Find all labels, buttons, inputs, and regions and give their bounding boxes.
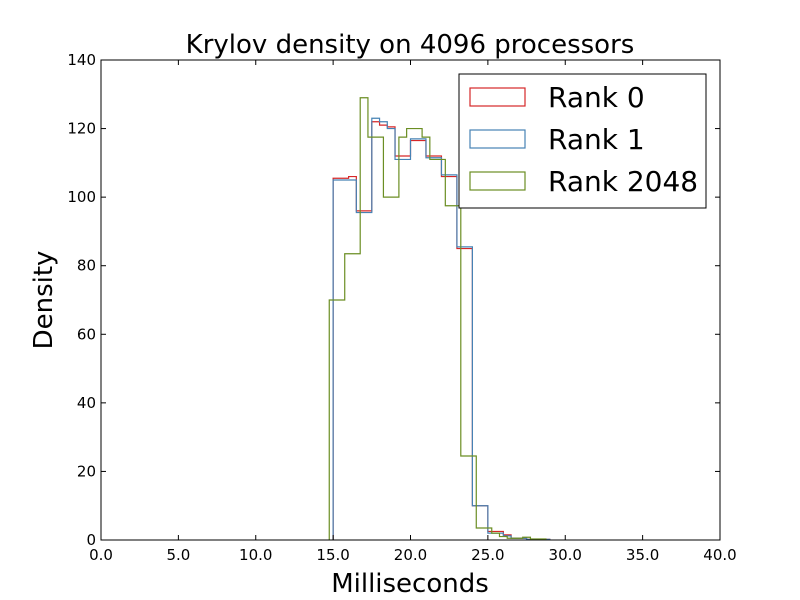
series-3-histogram — [328, 97, 547, 540]
chart-title: Krylov density on 4096 processors — [186, 30, 635, 60]
x-tick-label: 15.0 — [316, 546, 349, 564]
x-axis-title: Milliseconds — [331, 569, 489, 599]
legend-swatch — [469, 129, 526, 149]
y-tick-label: 0 — [86, 531, 96, 549]
x-tick-label: 0.0 — [89, 546, 113, 564]
x-tick-label: 30.0 — [549, 546, 582, 564]
y-tick-label: 40 — [77, 394, 96, 412]
y-axis-title: Density — [29, 251, 59, 350]
y-tick-label: 80 — [77, 257, 96, 275]
y-tick-label: 20 — [77, 462, 96, 480]
legend-label: Rank 1 — [548, 123, 645, 156]
y-tick-label: 100 — [67, 188, 96, 206]
legend-swatch — [469, 171, 526, 191]
legend-label: Rank 2048 — [548, 165, 698, 198]
axis-layer: 0.0 5.0 10.0 15.0 20.0 25.0 30.0 35.0 40.0 0 20 40 6… — [67, 51, 736, 564]
legend-label: Rank 0 — [548, 81, 645, 114]
y-tick-label: 120 — [67, 120, 96, 138]
x-tick-label: 40.0 — [703, 546, 736, 564]
x-tick-label: 10.0 — [239, 546, 272, 564]
y-tick-label: 140 — [67, 51, 96, 69]
x-tick-label: 5.0 — [166, 546, 190, 564]
x-tick-label: 25.0 — [471, 546, 504, 564]
legend-swatch — [469, 87, 526, 107]
legend-frame — [458, 73, 707, 209]
series-layer — [328, 97, 551, 540]
series-2-histogram — [332, 117, 551, 540]
legend: Rank 0 Rank 1 Rank 2048 — [458, 73, 707, 209]
x-tick-label: 35.0 — [626, 546, 659, 564]
y-tick-label: 60 — [77, 325, 96, 343]
x-tick-label: 20.0 — [394, 546, 427, 564]
